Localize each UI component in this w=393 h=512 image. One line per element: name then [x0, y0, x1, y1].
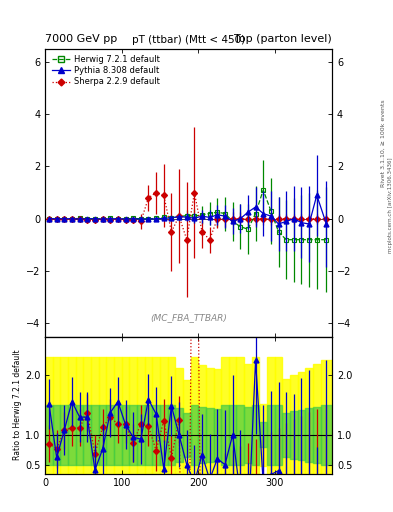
Bar [267, 357, 275, 474]
Bar [183, 380, 191, 474]
Bar [221, 357, 229, 474]
Bar [275, 405, 282, 465]
Bar [68, 405, 76, 465]
Bar [129, 405, 137, 465]
Bar [99, 405, 107, 465]
Bar [259, 422, 267, 447]
Text: (MC_FBA_TTBAR): (MC_FBA_TTBAR) [150, 313, 227, 322]
Bar [267, 405, 275, 465]
Bar [122, 405, 129, 465]
Bar [91, 405, 99, 465]
Bar [237, 357, 244, 474]
Bar [45, 357, 53, 474]
Bar [191, 357, 198, 474]
Bar [107, 357, 114, 474]
Bar [114, 357, 122, 474]
Bar [213, 409, 221, 461]
Bar [145, 405, 152, 465]
Bar [61, 405, 68, 465]
Text: Rivet 3.1.10, ≥ 100k events: Rivet 3.1.10, ≥ 100k events [381, 99, 386, 187]
Bar [252, 405, 259, 465]
Bar [167, 357, 175, 474]
Bar [76, 357, 83, 474]
Bar [160, 357, 167, 474]
Bar [206, 368, 213, 474]
Bar [198, 366, 206, 474]
Bar [91, 357, 99, 474]
Bar [252, 357, 259, 474]
Bar [122, 357, 129, 474]
Bar [282, 413, 290, 457]
Bar [290, 411, 298, 459]
Bar [68, 357, 76, 474]
Y-axis label: Ratio to Herwig 7.2.1 default: Ratio to Herwig 7.2.1 default [13, 350, 22, 460]
Bar [137, 405, 145, 465]
Bar [237, 405, 244, 465]
Bar [298, 372, 305, 474]
Bar [99, 357, 107, 474]
Bar [244, 364, 252, 474]
Bar [229, 357, 237, 474]
Text: 7000 GeV pp: 7000 GeV pp [45, 33, 118, 44]
Bar [221, 405, 229, 465]
Bar [313, 407, 321, 463]
Bar [53, 357, 61, 474]
Bar [229, 405, 237, 465]
Bar [61, 357, 68, 474]
Bar [114, 405, 122, 465]
Bar [298, 410, 305, 460]
Bar [160, 405, 167, 465]
Bar [305, 368, 313, 474]
Bar [175, 368, 183, 474]
Bar [53, 405, 61, 465]
Bar [183, 413, 191, 457]
Bar [175, 408, 183, 462]
Bar [145, 357, 152, 474]
Bar [152, 405, 160, 465]
Bar [137, 357, 145, 474]
Bar [83, 405, 91, 465]
Bar [83, 357, 91, 474]
Bar [206, 408, 213, 462]
Bar [45, 405, 53, 465]
Bar [107, 405, 114, 465]
Bar [321, 405, 332, 465]
Bar [191, 405, 198, 465]
Bar [275, 357, 282, 474]
Bar [198, 407, 206, 463]
Bar [259, 403, 267, 466]
Bar [321, 360, 332, 474]
Bar [244, 407, 252, 463]
Bar [290, 375, 298, 474]
Bar [167, 405, 175, 465]
Bar [213, 369, 221, 474]
Bar [282, 379, 290, 474]
Bar [129, 357, 137, 474]
Text: mcplots.cern.ch [arXiv:1306.3436]: mcplots.cern.ch [arXiv:1306.3436] [388, 157, 393, 252]
Text: Top (parton level): Top (parton level) [234, 33, 332, 44]
Bar [76, 405, 83, 465]
Legend: Herwig 7.2.1 default, Pythia 8.308 default, Sherpa 2.2.9 default: Herwig 7.2.1 default, Pythia 8.308 defau… [50, 53, 162, 89]
Title: pT (ttbar) (Mtt < 450): pT (ttbar) (Mtt < 450) [132, 35, 245, 45]
Bar [313, 364, 321, 474]
Bar [305, 408, 313, 462]
Bar [152, 357, 160, 474]
